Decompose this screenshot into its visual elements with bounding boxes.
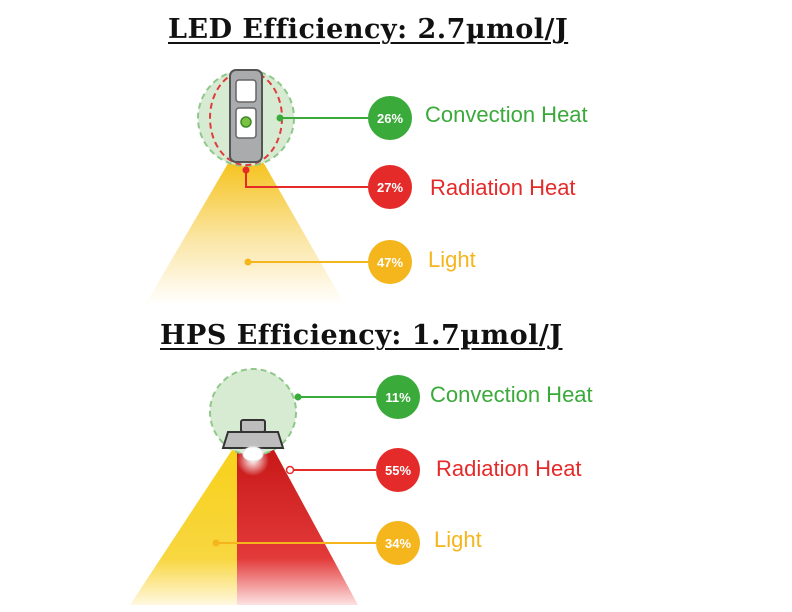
hps-light-label: Light [434, 527, 482, 552]
hps-light-beam [130, 450, 358, 605]
led-convection-percent-badge: 26% [368, 96, 412, 140]
led-radiation-label: Radiation Heat [430, 175, 576, 200]
hps-efficiency-title: HPS Efficiency: 1.7µmol/J [160, 320, 563, 351]
hps-convection-percent-badge: 11% [376, 375, 420, 419]
led-light-percent-badge: 47% [368, 240, 412, 284]
led-connector-lines [242, 114, 368, 266]
led-light-label: Light [428, 247, 476, 272]
hps-fixture-icon [221, 419, 285, 476]
hps-convection-label: Convection Heat [430, 382, 593, 407]
led-efficiency-title: LED Efficiency: 2.7µmol/J [168, 14, 569, 45]
hps-radiation-label: Radiation Heat [436, 456, 582, 481]
hps-radiation-percent-badge: 55% [376, 448, 420, 492]
hps-light-percent-badge: 34% [376, 521, 420, 565]
led-convection-label: Convection Heat [425, 102, 588, 127]
led-radiation-percent-badge: 27% [368, 165, 412, 209]
led-light-beam [145, 160, 345, 305]
led-fixture-icon [229, 69, 263, 163]
hps-connector-lines [212, 393, 376, 547]
